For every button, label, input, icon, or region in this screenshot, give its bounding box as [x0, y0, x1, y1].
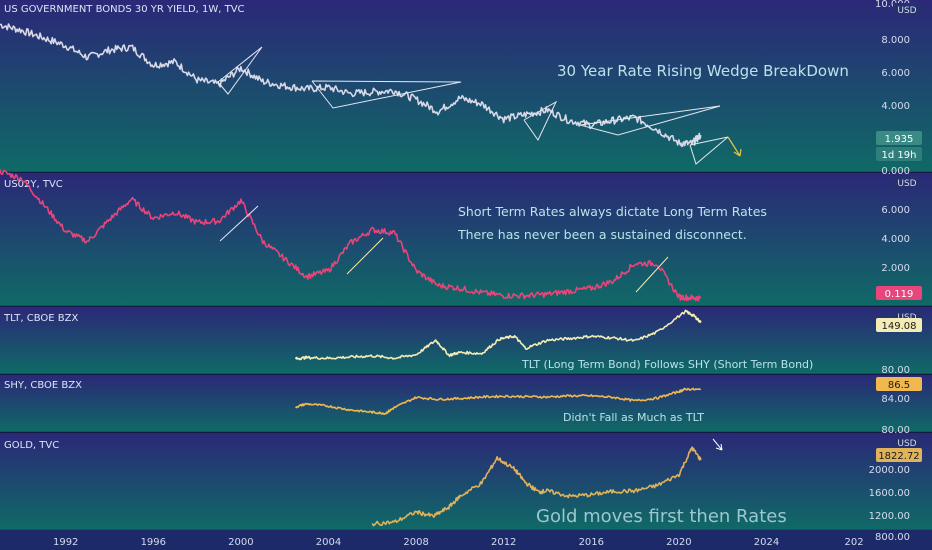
y-tick-label: 2000.00: [869, 465, 910, 476]
trendline-us02y-2000[interactable]: [219, 205, 259, 242]
panel-3-title: TLT, CBOE BZX: [3, 313, 79, 324]
y-tick-label: 1600.00: [869, 488, 910, 499]
y-tick-label: 0.000: [881, 166, 910, 177]
panel-1-background: [0, 0, 932, 172]
annotation-tlt-follows-shy: TLT (Long Term Bond) Follows SHY (Short …: [521, 358, 813, 371]
panel-3-background: [0, 307, 932, 374]
y-tick-label: 80.00: [881, 365, 910, 376]
y-tick-label: 6.000: [881, 205, 910, 216]
time-axis-background: [0, 530, 932, 550]
unit-badge-label: USD: [897, 179, 916, 189]
y-tick-label: 4.000: [881, 101, 910, 112]
last-value-label-bg: [876, 448, 922, 462]
y-tick-label: 80.00: [881, 425, 910, 436]
last-value-label: 1.935: [885, 134, 914, 145]
last-value-label: 86.5: [888, 380, 910, 391]
x-tick-label: 1992: [53, 537, 78, 548]
panel-1-series-line: [0, 23, 702, 148]
last-value-label: 149.08: [882, 321, 917, 332]
annotation-wedge-breakdown: 30 Year Rate Rising Wedge BreakDown: [557, 62, 849, 80]
last-value-label-bg: [876, 318, 922, 332]
panel-5-series-line: [371, 446, 702, 527]
panel-4-series-line: [295, 387, 702, 416]
triangle-drawing-2003[interactable]: [311, 80, 462, 109]
panel-3-series-line: [294, 309, 702, 361]
last-value-label: 1822.72: [878, 451, 919, 462]
y-tick-label: 6.000: [881, 68, 910, 79]
y-tick-label: 2.000: [881, 263, 910, 274]
unit-badge[interactable]: [893, 176, 921, 189]
panel-5-background: [0, 433, 932, 530]
x-tick-label: 2004: [316, 537, 341, 548]
annotation-no-disconnect: There has never been a sustained disconn…: [457, 227, 747, 242]
unit-badge-label: USD: [897, 6, 916, 16]
last-value-label-bg: [876, 286, 922, 300]
x-tick-label: 2020: [666, 537, 691, 548]
y-tick-label: 8.000: [881, 35, 910, 46]
annotation-shy-didnt-fall: Didn't Fall as Much as TLT: [563, 411, 704, 424]
x-tick-label: 2016: [579, 537, 604, 548]
panel-2-background: [0, 173, 932, 306]
x-tick-label: 2024: [754, 537, 779, 548]
x-tick-label: 2000: [228, 537, 253, 548]
x-tick-label: 1996: [141, 537, 166, 548]
panel-5-title: GOLD, TVC: [4, 440, 59, 451]
breakdown-arrow: [727, 136, 742, 157]
unit-badge[interactable]: [893, 3, 921, 16]
gold-top-arrow: [712, 438, 723, 451]
panel-2-title: US02Y, TVC: [4, 179, 63, 190]
x-tick-label: 202: [845, 537, 864, 548]
y-tick-label: 1200.00: [869, 511, 910, 522]
unit-badge-label: USD: [897, 439, 916, 449]
annotation-short-term-rates: Short Term Rates always dictate Long Ter…: [458, 204, 767, 219]
countdown-label: 1d 19h: [882, 150, 917, 161]
y-tick-label: 84.00: [881, 394, 910, 405]
wedge-drawing-2020[interactable]: [689, 136, 729, 165]
unit-badge[interactable]: [893, 436, 921, 449]
y-tick-label: 4.000: [881, 234, 910, 245]
countdown-badge: [876, 147, 922, 161]
panel-4-background: [0, 375, 932, 432]
x-tick-label: 2012: [491, 537, 516, 548]
annotation-gold-moves-first: Gold moves first then Rates: [536, 506, 787, 527]
panel-2-series-line: [0, 169, 702, 302]
last-value-label-bg: [876, 131, 922, 145]
wedge-drawing-2012[interactable]: [523, 100, 558, 141]
wedge-drawing-2016[interactable]: [579, 105, 721, 136]
y-tick-label: 10.000: [875, 0, 910, 10]
trendline-us02y-2005[interactable]: [346, 237, 384, 275]
last-value-label: 0.119: [885, 289, 914, 300]
last-value-label-bg: [876, 377, 922, 391]
trendline-us02y-2018[interactable]: [635, 256, 669, 293]
x-tick-label: 2008: [403, 537, 428, 548]
y-tick-label: 800.00: [875, 532, 910, 543]
panel-4-title: SHY, CBOE BZX: [4, 380, 82, 391]
wedge-drawing-1999[interactable]: [217, 46, 263, 95]
panel-1-title: US GOVERNMENT BONDS 30 YR YIELD, 1W, TVC: [4, 4, 245, 15]
